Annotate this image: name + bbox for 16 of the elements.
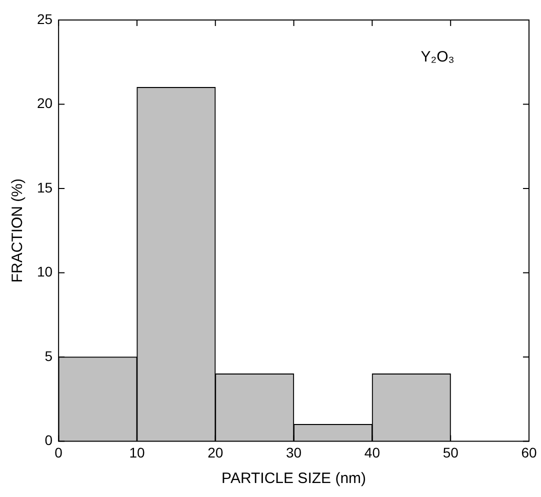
y-tick-label: 20 [36,95,53,112]
y-tick-label: 0 [44,432,53,448]
y-tick-label: 25 [36,10,53,27]
x-tick-label: 30 [286,444,302,460]
annotation: Y₂O₃ [420,48,454,66]
x-axis-title: PARTICLE SIZE (nm) [222,470,366,488]
x-tick-label: 20 [208,444,224,460]
y-axis-title: FRACTION (%) [9,178,26,283]
x-tick-label: 40 [364,444,380,460]
y-tick-label: 15 [36,179,53,196]
x-tick-label: 0 [54,444,63,460]
y-tick-label: 5 [44,348,53,364]
y-tick-label: 10 [36,264,53,280]
x-tick-label: 50 [442,444,459,460]
x-tick-label: 60 [521,444,537,460]
x-tick-label: 10 [129,444,145,460]
